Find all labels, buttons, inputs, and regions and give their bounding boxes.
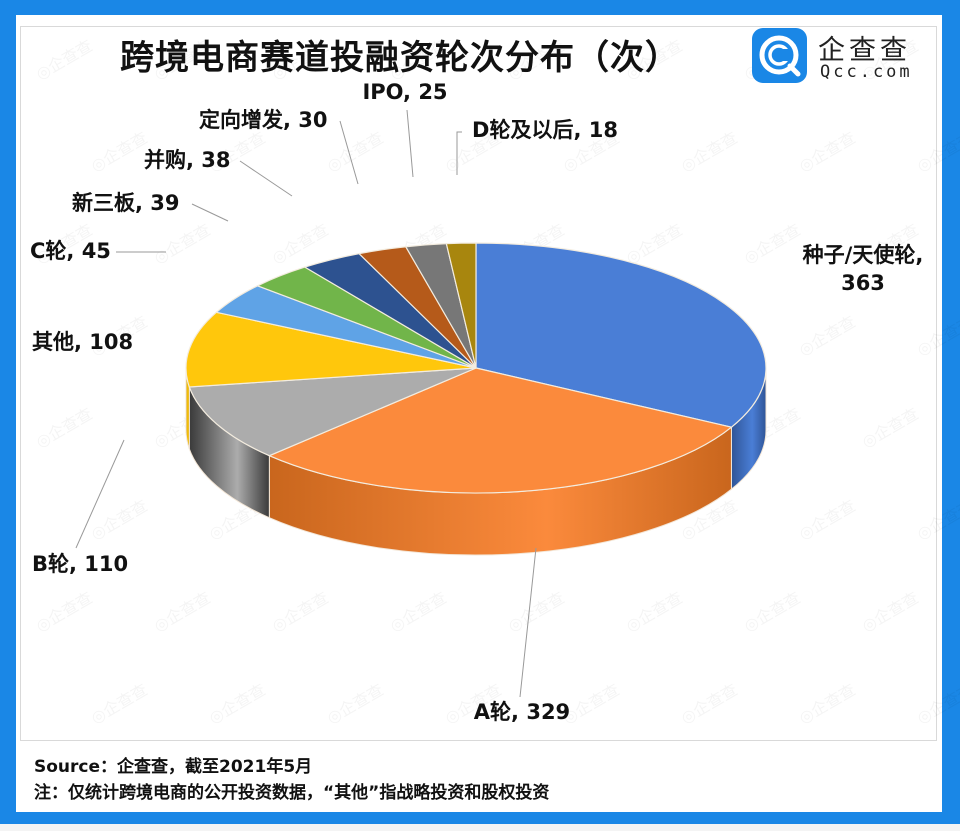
chart-title: 跨境电商赛道投融资轮次分布（次） xyxy=(120,38,680,78)
data-label: A轮, 329 xyxy=(474,700,570,724)
watermark-text: ◎企查查 xyxy=(796,496,859,543)
watermark-text: ◎企查查 xyxy=(88,680,151,727)
data-labels: 种子/天使轮, 363 A轮, 329 B轮, 110 其他, 108 C轮, 45 新三板… xyxy=(30,80,923,724)
watermark-text: ◎企查查 xyxy=(623,220,686,267)
bottom-strip xyxy=(0,824,960,831)
watermark-text: ◎企查查 xyxy=(88,496,151,543)
data-label: D轮及以后, 18 xyxy=(472,118,618,142)
watermark-text: ◎企查查 xyxy=(678,680,741,727)
data-label: 种子/天使轮, xyxy=(802,243,924,267)
watermark-text: ◎企查查 xyxy=(914,496,960,543)
watermark-text: ◎企查查 xyxy=(623,588,686,635)
data-label: 新三板, 39 xyxy=(72,191,180,215)
leader-lines xyxy=(75,109,537,698)
watermark-text: ◎企查查 xyxy=(269,588,332,635)
watermark-text: ◎企查查 xyxy=(33,404,96,451)
watermark-text: ◎企查查 xyxy=(206,680,269,727)
leader-line xyxy=(75,439,125,549)
pie-slice-1[interactable] xyxy=(267,367,733,494)
watermark-text: ◎企查查 xyxy=(796,680,859,727)
qcc-logo-icon xyxy=(752,28,807,83)
data-label: B轮, 110 xyxy=(32,552,128,576)
data-label-value: 363 xyxy=(841,271,885,295)
watermark-text: ◎企查查 xyxy=(796,128,859,175)
data-label: C轮, 45 xyxy=(30,239,111,263)
leader-line xyxy=(406,109,414,178)
leader-line xyxy=(456,131,462,175)
leader-line xyxy=(339,120,359,185)
watermark-text: ◎企查查 xyxy=(741,588,804,635)
watermark-text: ◎企查查 xyxy=(151,220,214,267)
logo-text-cn: 企查查 xyxy=(818,35,911,66)
watermark-text: ◎企查查 xyxy=(88,128,151,175)
chart-frame xyxy=(20,26,937,741)
watermark-text: ◎企查查 xyxy=(914,680,960,727)
data-label: IPO, 25 xyxy=(362,80,447,104)
data-label: 其他, 108 xyxy=(32,330,133,354)
pie-slice-9[interactable] xyxy=(445,242,477,369)
pie-slices xyxy=(185,242,767,494)
watermark-text: ◎企查查 xyxy=(33,588,96,635)
leader-line xyxy=(519,547,537,698)
logo-text-en: Qcc.com xyxy=(820,62,913,82)
leader-line xyxy=(191,203,229,222)
watermark-text: ◎企查查 xyxy=(151,588,214,635)
data-label: 并购, 38 xyxy=(144,148,231,172)
footnote: 注：仅统计跨境电商的公开投资数据，“其他”指战略投资和股权投资 xyxy=(34,783,550,803)
watermark-text: ◎企查查 xyxy=(324,128,387,175)
watermark-text: ◎企查查 xyxy=(324,680,387,727)
data-label: 定向增发, 30 xyxy=(199,108,328,132)
watermark-text: ◎企查查 xyxy=(387,588,450,635)
pie-slice-3[interactable] xyxy=(185,311,477,388)
watermark-text: ◎企查查 xyxy=(505,588,568,635)
watermark-text: ◎企查查 xyxy=(269,220,332,267)
qcc-logo: 企查查 Qcc.com xyxy=(752,28,922,88)
watermark-text: ◎企查查 xyxy=(859,588,922,635)
watermark-text: ◎企查查 xyxy=(678,128,741,175)
watermark-text: ◎企查查 xyxy=(796,312,859,359)
watermark-text: ◎企查查 xyxy=(914,312,960,359)
watermark-text: ◎企查查 xyxy=(741,220,804,267)
watermark-text: ◎企查查 xyxy=(914,128,960,175)
pie-slice-0[interactable] xyxy=(475,242,767,428)
source-note: Source：企查查，截至2021年5月 xyxy=(34,757,313,777)
leader-line xyxy=(239,160,293,197)
watermark-text: ◎企查查 xyxy=(859,404,922,451)
pie-slice-2[interactable] xyxy=(188,367,477,457)
